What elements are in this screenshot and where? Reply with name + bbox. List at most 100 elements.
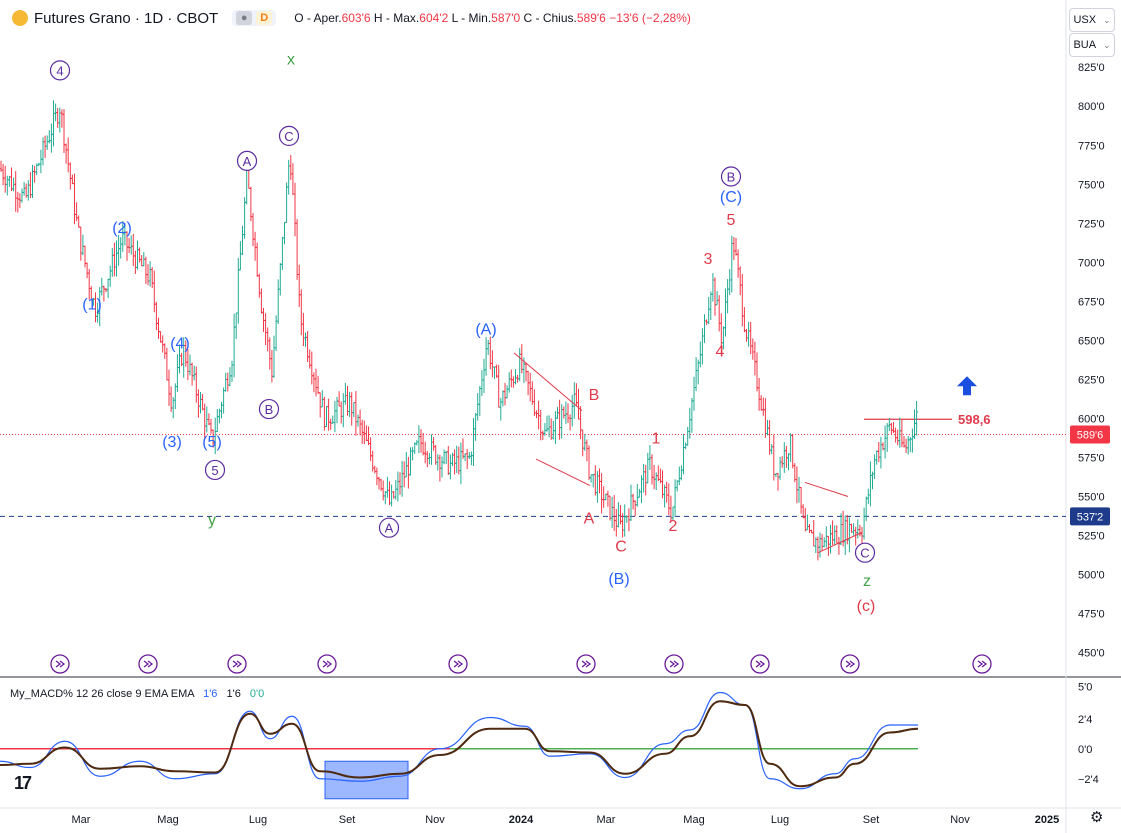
ohlc-bar [686,426,690,446]
ohlc-bar [219,401,224,419]
ohlc-bar [889,422,893,435]
ohlc-bar [467,452,471,460]
ohlc-bar [650,454,654,485]
ohlc-bar [849,523,854,533]
ohlc-bar [541,430,545,441]
ohlc-bar [696,359,700,385]
event-marker-icon[interactable] [227,654,247,674]
indicator-letter[interactable]: D [256,11,273,25]
ohlc-bar [635,484,639,507]
wave-label: x [287,51,295,68]
ohlc-bar [736,249,740,278]
ohlc-bar [341,393,345,428]
ohlc-bar [738,266,742,296]
ohlc-bar [224,372,228,392]
ohlc-bar [894,427,898,443]
unit-select[interactable]: BUA ⌄ [1069,33,1115,57]
wave-text: B [589,387,600,404]
ohlc-bar [476,393,480,421]
wave-label: A [584,510,595,527]
tradingview-logo-icon[interactable]: 17 [14,773,32,793]
marker-chevrons [453,660,464,668]
ohlc-bar [843,515,847,555]
ohlc-bar [333,400,337,433]
ohlc-bar [791,434,795,469]
ohlc-bar [234,312,238,339]
ohlc-bar [614,509,618,537]
wave-label: A [236,150,258,171]
symbol-title[interactable]: Futures Grano · 1D · CBOT [34,9,219,27]
ohlc-bar [862,507,866,540]
event-marker-icon[interactable] [750,654,770,674]
ohlc-bar [644,465,648,496]
symbol-logo-icon [12,10,28,26]
ohlc-bar [723,288,728,337]
ohlc-bar [60,109,64,128]
ohlc-bar [484,337,488,376]
wave-text: 5 [727,212,736,229]
event-marker-icon[interactable] [448,654,468,674]
macd-legend[interactable]: My_MACD% 12 26 close 9 EMA EMA 1'6 1'6 0… [10,688,264,700]
ohlc-bar [272,335,276,378]
ohlc-bar [856,519,860,539]
ohlc-bar [324,406,329,428]
event-marker-icon[interactable] [50,654,70,674]
ohlc-bar [753,341,757,376]
ohlc-bar [568,414,572,431]
wave-label: (3) [162,434,182,451]
macd-line [0,691,918,790]
ohlc-bar [904,438,908,454]
ohlc-bar [818,532,822,558]
ohlc-bar [253,231,257,261]
wave-label: (1) [82,296,102,313]
ohlc-bar [642,463,646,493]
ohlc-bar [268,337,272,370]
ohlc-bar [507,372,511,393]
ohlc-bar [3,165,7,193]
gear-icon[interactable]: ⚙ [1090,809,1104,826]
event-marker-icon[interactable] [317,654,337,674]
ohlc-bar [690,398,694,433]
ohlc-bar [291,163,295,196]
low-value: 587'0 [491,11,521,25]
ohlc-bar [837,536,841,555]
currency-select[interactable]: USX ⌄ [1069,8,1115,32]
wave-text: (2) [112,220,132,237]
event-marker-icon[interactable] [664,654,684,674]
ohlc-bar [629,484,633,521]
close-value: 589'6 [576,11,606,25]
ohlc-bar [133,250,137,274]
up-arrow-icon [957,376,977,396]
ohlc-bar [240,225,245,255]
price-tick-label: 550'0 [1078,491,1105,503]
ohlc-bar [597,468,602,494]
visibility-pill[interactable]: ● D [232,10,277,26]
ohlc-bar [822,537,826,548]
event-marker-icon[interactable] [576,654,596,674]
price-tags: 589'6 537'2 598,6 [958,412,1110,526]
wave-text: A [385,521,394,536]
marker-chevrons [977,660,988,668]
wave-text: 3 [704,251,713,268]
ohlc-bar [534,410,539,419]
wave-circle [278,125,300,147]
time-tick-label: Mag [157,814,178,826]
marker-chevrons [322,660,333,668]
ohlc-bar [612,495,616,531]
ohlc-bar [47,130,51,144]
eye-icon[interactable]: ● [236,11,253,25]
ohlc-bar [417,425,421,454]
ohlc-bar [820,533,824,551]
ohlc-bar [667,483,671,516]
event-marker-icon[interactable] [138,654,158,674]
ohlc-bar [749,321,753,355]
event-marker-icon[interactable] [972,654,992,674]
ohlc-bar [152,270,156,313]
chevron-down-icon: ⌄ [1102,14,1111,25]
ohlc-bar [167,369,171,406]
ohlc-bar [259,288,263,314]
ohlc-bar [768,420,772,455]
event-marker-icon[interactable] [840,654,860,674]
wave-label: C [615,538,627,555]
